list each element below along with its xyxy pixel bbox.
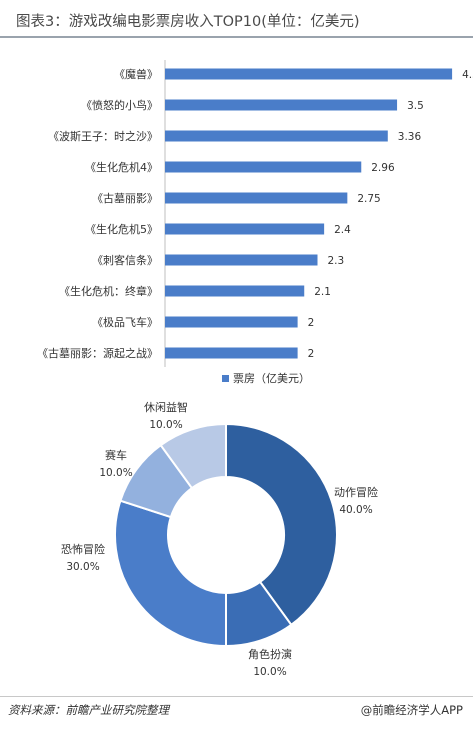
legend-swatch	[222, 375, 229, 382]
bar	[165, 99, 398, 111]
category-label: 《刺客信条》	[92, 253, 158, 267]
bar-value-label: 4.33	[462, 69, 473, 81]
donut-slice	[114, 499, 227, 648]
slice-label: 休闲益智	[144, 400, 188, 414]
bar	[165, 316, 298, 328]
donut-slice	[225, 422, 338, 627]
brand-credit: @前瞻经济学人APP	[360, 703, 463, 717]
bar	[165, 285, 305, 297]
bar-value-label: 2.3	[328, 255, 345, 267]
bar-value-label: 2.96	[371, 162, 395, 174]
bar	[165, 130, 388, 142]
title-divider	[0, 36, 473, 38]
bar	[165, 192, 348, 204]
category-label: 《极品飞车》	[92, 315, 158, 329]
bar-value-label: 2	[308, 348, 315, 360]
category-label: 《愤怒的小鸟》	[81, 98, 158, 112]
bar-value-label: 2	[308, 317, 315, 329]
category-label: 《波斯王子：时之沙》	[48, 129, 158, 143]
bar-value-label: 2.75	[357, 193, 380, 205]
slice-label: 赛车	[105, 448, 127, 462]
source-note: 资料来源：前瞻产业研究院整理	[8, 703, 169, 717]
slice-label: 恐怖冒险	[61, 542, 105, 556]
slice-label: 动作冒险	[334, 485, 378, 499]
bar	[165, 347, 298, 359]
bar	[165, 254, 318, 266]
slice-percent: 40.0%	[339, 504, 372, 516]
bar-value-label: 2.1	[314, 286, 331, 298]
slice-percent: 10.0%	[99, 467, 132, 479]
bar	[165, 161, 362, 173]
chart-title: 图表3：游戏改编电影票房收入TOP10(单位：亿美元)	[16, 14, 360, 30]
bar-value-label: 2.4	[334, 224, 351, 236]
slice-label: 角色扮演	[248, 647, 292, 661]
category-label: 《生化危机4》	[85, 160, 158, 174]
chart-canvas: 《魔兽》 4.33 《愤怒的小鸟》 3.5 《波斯王子：时之沙》 3.36 《生化危机4》 2…	[37, 60, 473, 678]
category-label: 《生化危机5》	[85, 222, 158, 236]
category-label: 《古墓丽影：源起之战》	[37, 346, 158, 360]
slice-percent: 30.0%	[66, 561, 99, 573]
slice-percent: 10.0%	[149, 419, 182, 431]
donut-chart: 动作冒险 40.0% 角色扮演 10.0% 恐怖冒险 30.0% 赛车 10.0% 休闲益智 10…	[61, 400, 378, 678]
bar-value-label: 3.5	[407, 100, 424, 112]
category-label: 《生化危机：终章》	[59, 284, 158, 298]
category-label: 《古墓丽影》	[92, 192, 158, 205]
bar-value-label: 3.36	[398, 131, 422, 143]
footer-divider	[0, 696, 473, 697]
legend-label: 票房（亿美元）	[233, 372, 310, 385]
category-label: 《魔兽》	[114, 67, 158, 81]
bar	[165, 223, 325, 235]
bar	[165, 68, 453, 80]
bar-chart: 《魔兽》 4.33 《愤怒的小鸟》 3.5 《波斯王子：时之沙》 3.36 《生化危机4》 2…	[37, 60, 473, 385]
donut-slice	[159, 422, 227, 490]
slice-percent: 10.0%	[253, 666, 286, 678]
